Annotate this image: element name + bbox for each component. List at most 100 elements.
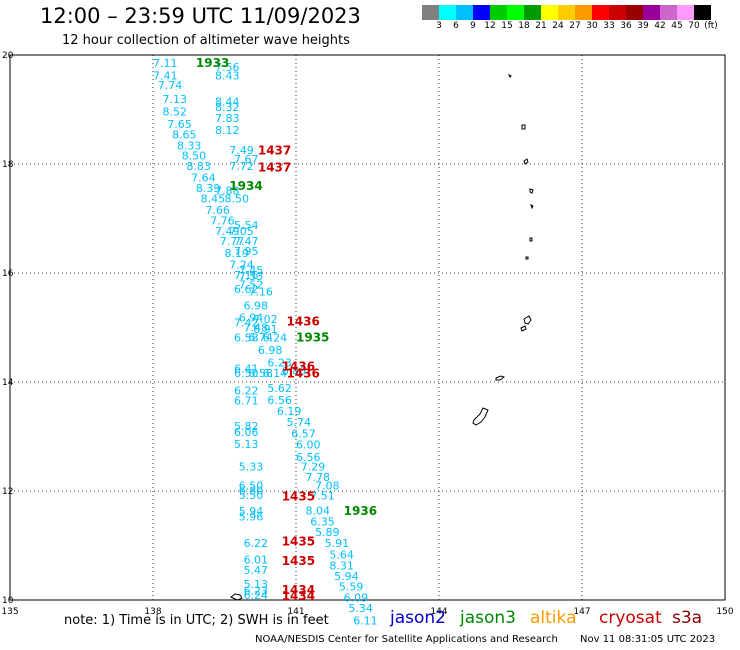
swh-value-label: 7.02: [253, 313, 278, 326]
color-swatch: [439, 5, 456, 20]
swh-value-label: 8.12: [215, 124, 240, 137]
pass-time-label: 1436: [282, 360, 315, 374]
swh-value-label: 6.23: [244, 585, 268, 598]
lon-tick-label: 150: [716, 607, 733, 617]
swh-value-label: 8.04: [306, 504, 331, 517]
color-scale-tick: 36: [620, 21, 632, 31]
swh-value-label: 8.52: [163, 105, 188, 118]
swh-value-label: 5.34: [348, 602, 373, 615]
swh-value-label: 5.47: [244, 564, 268, 577]
swh-value-label: 7.48: [244, 321, 268, 334]
color-scale-tick: 6: [453, 21, 459, 31]
swh-value-label: 6.22: [234, 385, 258, 398]
swh-value-label: 8.32: [215, 101, 240, 114]
lon-tick-label: 147: [573, 607, 590, 617]
legend-s3a: s3a: [672, 608, 703, 628]
color-swatch: [456, 5, 473, 20]
swh-value-label: 6.62: [234, 283, 258, 296]
swh-value-label: 6.11: [353, 615, 378, 628]
swh-value-label: 6.14: [263, 367, 288, 380]
color-scale-tick: 21: [535, 21, 547, 31]
swh-value-label: 6.58: [248, 367, 272, 380]
swh-value-label: 6.57: [291, 428, 316, 441]
swh-value-label: 5.74: [286, 416, 311, 429]
pass-time-label: 1435: [282, 554, 315, 568]
swh-value-label: 6.86: [282, 364, 307, 377]
swh-value-label: 6.01: [244, 553, 268, 566]
color-swatch: [609, 5, 626, 20]
swh-value-label: 6.80: [239, 484, 263, 497]
color-scale-tick: 30: [586, 21, 598, 31]
color-swatch: [643, 5, 660, 20]
color-swatch: [558, 5, 575, 20]
page-title: 12:00 – 23:59 UTC 11/09/2023: [40, 4, 361, 28]
island-outline: [530, 204, 534, 210]
swh-value-label: 6.24: [244, 589, 268, 602]
color-swatch: [524, 5, 541, 20]
swh-value-label: 8.31: [329, 559, 354, 572]
color-swatch: [660, 5, 677, 20]
swh-value-label: 7.16: [234, 269, 258, 282]
color-scale-tick: 27: [569, 21, 581, 31]
swh-value-label: 8.33: [177, 139, 202, 152]
swh-value-label: 5.94: [334, 570, 359, 583]
pass-time-label: 1934: [229, 179, 262, 193]
swh-value-label: 7.16: [248, 285, 272, 298]
swh-value-label: 6.56: [267, 394, 292, 407]
swh-value-label: 8.50: [182, 150, 207, 163]
color-scale-tick: 33: [603, 21, 615, 31]
swh-value-label: 7.41: [153, 70, 178, 83]
island-outline: [507, 73, 512, 78]
swh-value-label: 6.98: [244, 300, 268, 313]
swh-value-label: 8.50: [225, 193, 250, 206]
color-swatch: [422, 5, 439, 20]
swh-value-label: 7.83: [215, 112, 240, 125]
color-scale-tick: 24: [552, 21, 564, 31]
color-swatch: [592, 5, 609, 20]
swh-value-label: 7.72: [229, 160, 254, 173]
pass-time-label: 1437: [258, 161, 291, 175]
lat-tick-label: 18: [2, 160, 14, 170]
swh-value-label: 8.83: [186, 160, 211, 173]
color-scale-tick: 3: [436, 21, 442, 31]
color-swatch: [575, 5, 592, 20]
color-swatch: [490, 5, 507, 20]
island-outline: [525, 256, 529, 260]
swh-value-label: 7.42: [234, 316, 258, 329]
lat-tick-label: 14: [2, 378, 14, 388]
swh-value-label: 5.33: [239, 460, 263, 473]
color-scale-tick: 42: [654, 21, 666, 31]
color-scale-ticks: 3 6 9 12 15 18 21 24 27 30 33 36 39 42 45 70 (ft): [422, 21, 740, 33]
swh-value-label: 6.71: [234, 394, 258, 407]
swh-value-label: 6.91: [253, 323, 278, 336]
color-swatch: [507, 5, 524, 20]
pass-time-label: 1434: [282, 589, 315, 603]
swh-value-label: 7.05: [229, 225, 254, 238]
lon-tick-label: 144: [430, 607, 447, 617]
color-swatch: [677, 5, 694, 20]
pass-time-label: 1935: [296, 331, 329, 345]
swh-value-label: 7.52: [239, 278, 263, 291]
swh-value-label: 6.19: [277, 405, 302, 418]
swh-value-label: 7.64: [191, 171, 216, 184]
color-scale-tick: 12: [484, 21, 496, 31]
legend-jason3: jason3: [460, 608, 516, 628]
swh-value-label: 5.13: [234, 438, 258, 451]
swh-value-label: 7.88: [215, 185, 240, 198]
swh-value-label: 7.76: [210, 214, 235, 227]
color-scale-tick: 39: [637, 21, 649, 31]
legend-cryosat: cryosat: [599, 608, 662, 628]
swh-value-label: 8.39: [196, 182, 221, 195]
timestamp-text: Nov 11 08:31:05 UTC 2023: [580, 634, 716, 645]
pass-time-label: 1437: [258, 144, 291, 158]
color-scale-tick: 15: [501, 21, 513, 31]
swh-value-label: 5.13: [244, 578, 268, 591]
swh-value-label: 5.64: [329, 549, 354, 562]
map-frame: [9, 54, 726, 601]
lat-tick-label: 16: [2, 269, 14, 279]
swh-value-label: 6.94: [239, 312, 263, 325]
color-scale-tick: 45: [671, 21, 683, 31]
swh-value-label: 8.19: [225, 247, 250, 260]
swh-value-label: 6.09: [344, 592, 369, 605]
swh-value-label: 7.74: [158, 79, 183, 92]
